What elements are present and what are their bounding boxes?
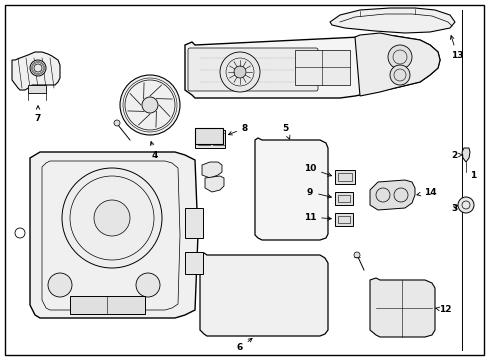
Circle shape [388, 45, 412, 69]
Bar [198, 133, 210, 145]
Polygon shape [255, 138, 328, 240]
Circle shape [142, 97, 158, 113]
Polygon shape [462, 148, 470, 162]
Text: 13: 13 [450, 36, 463, 59]
Polygon shape [355, 33, 440, 96]
Polygon shape [202, 162, 222, 178]
Bar [70, 296, 145, 314]
Text: 1: 1 [470, 171, 476, 180]
Polygon shape [12, 52, 60, 90]
Circle shape [114, 120, 120, 126]
Circle shape [62, 168, 162, 268]
Bar [185, 252, 203, 274]
Bar [338, 216, 350, 223]
Circle shape [120, 75, 180, 135]
Bar [335, 213, 353, 226]
Text: 14: 14 [417, 188, 436, 197]
Bar [195, 128, 223, 144]
Circle shape [234, 66, 246, 78]
Circle shape [94, 200, 130, 236]
Text: 12: 12 [436, 306, 451, 315]
Text: 10: 10 [304, 163, 332, 176]
Polygon shape [185, 35, 440, 98]
Text: 6: 6 [237, 338, 252, 352]
Text: 2: 2 [451, 150, 463, 159]
Bar [295, 50, 350, 85]
Circle shape [458, 197, 474, 213]
Text: 11: 11 [304, 212, 331, 221]
Polygon shape [205, 176, 224, 192]
Circle shape [220, 52, 260, 92]
Text: 8: 8 [228, 123, 248, 135]
Polygon shape [370, 180, 415, 210]
Bar [338, 173, 352, 181]
Polygon shape [330, 8, 455, 33]
Circle shape [30, 60, 46, 76]
Bar [213, 133, 225, 145]
Polygon shape [370, 278, 435, 337]
Bar [335, 192, 353, 205]
Circle shape [354, 252, 360, 258]
Polygon shape [200, 253, 328, 336]
Bar [335, 170, 355, 184]
Text: 4: 4 [150, 141, 158, 159]
Bar [338, 195, 350, 202]
Circle shape [390, 65, 410, 85]
Text: 9: 9 [307, 188, 331, 198]
Circle shape [48, 273, 72, 297]
Text: 5: 5 [282, 123, 290, 139]
Bar [195, 130, 225, 148]
Bar [185, 208, 203, 238]
Text: 3: 3 [451, 203, 457, 212]
Circle shape [136, 273, 160, 297]
Polygon shape [30, 152, 198, 318]
Text: 7: 7 [35, 106, 41, 122]
FancyBboxPatch shape [188, 48, 318, 91]
Bar [28, 85, 46, 93]
